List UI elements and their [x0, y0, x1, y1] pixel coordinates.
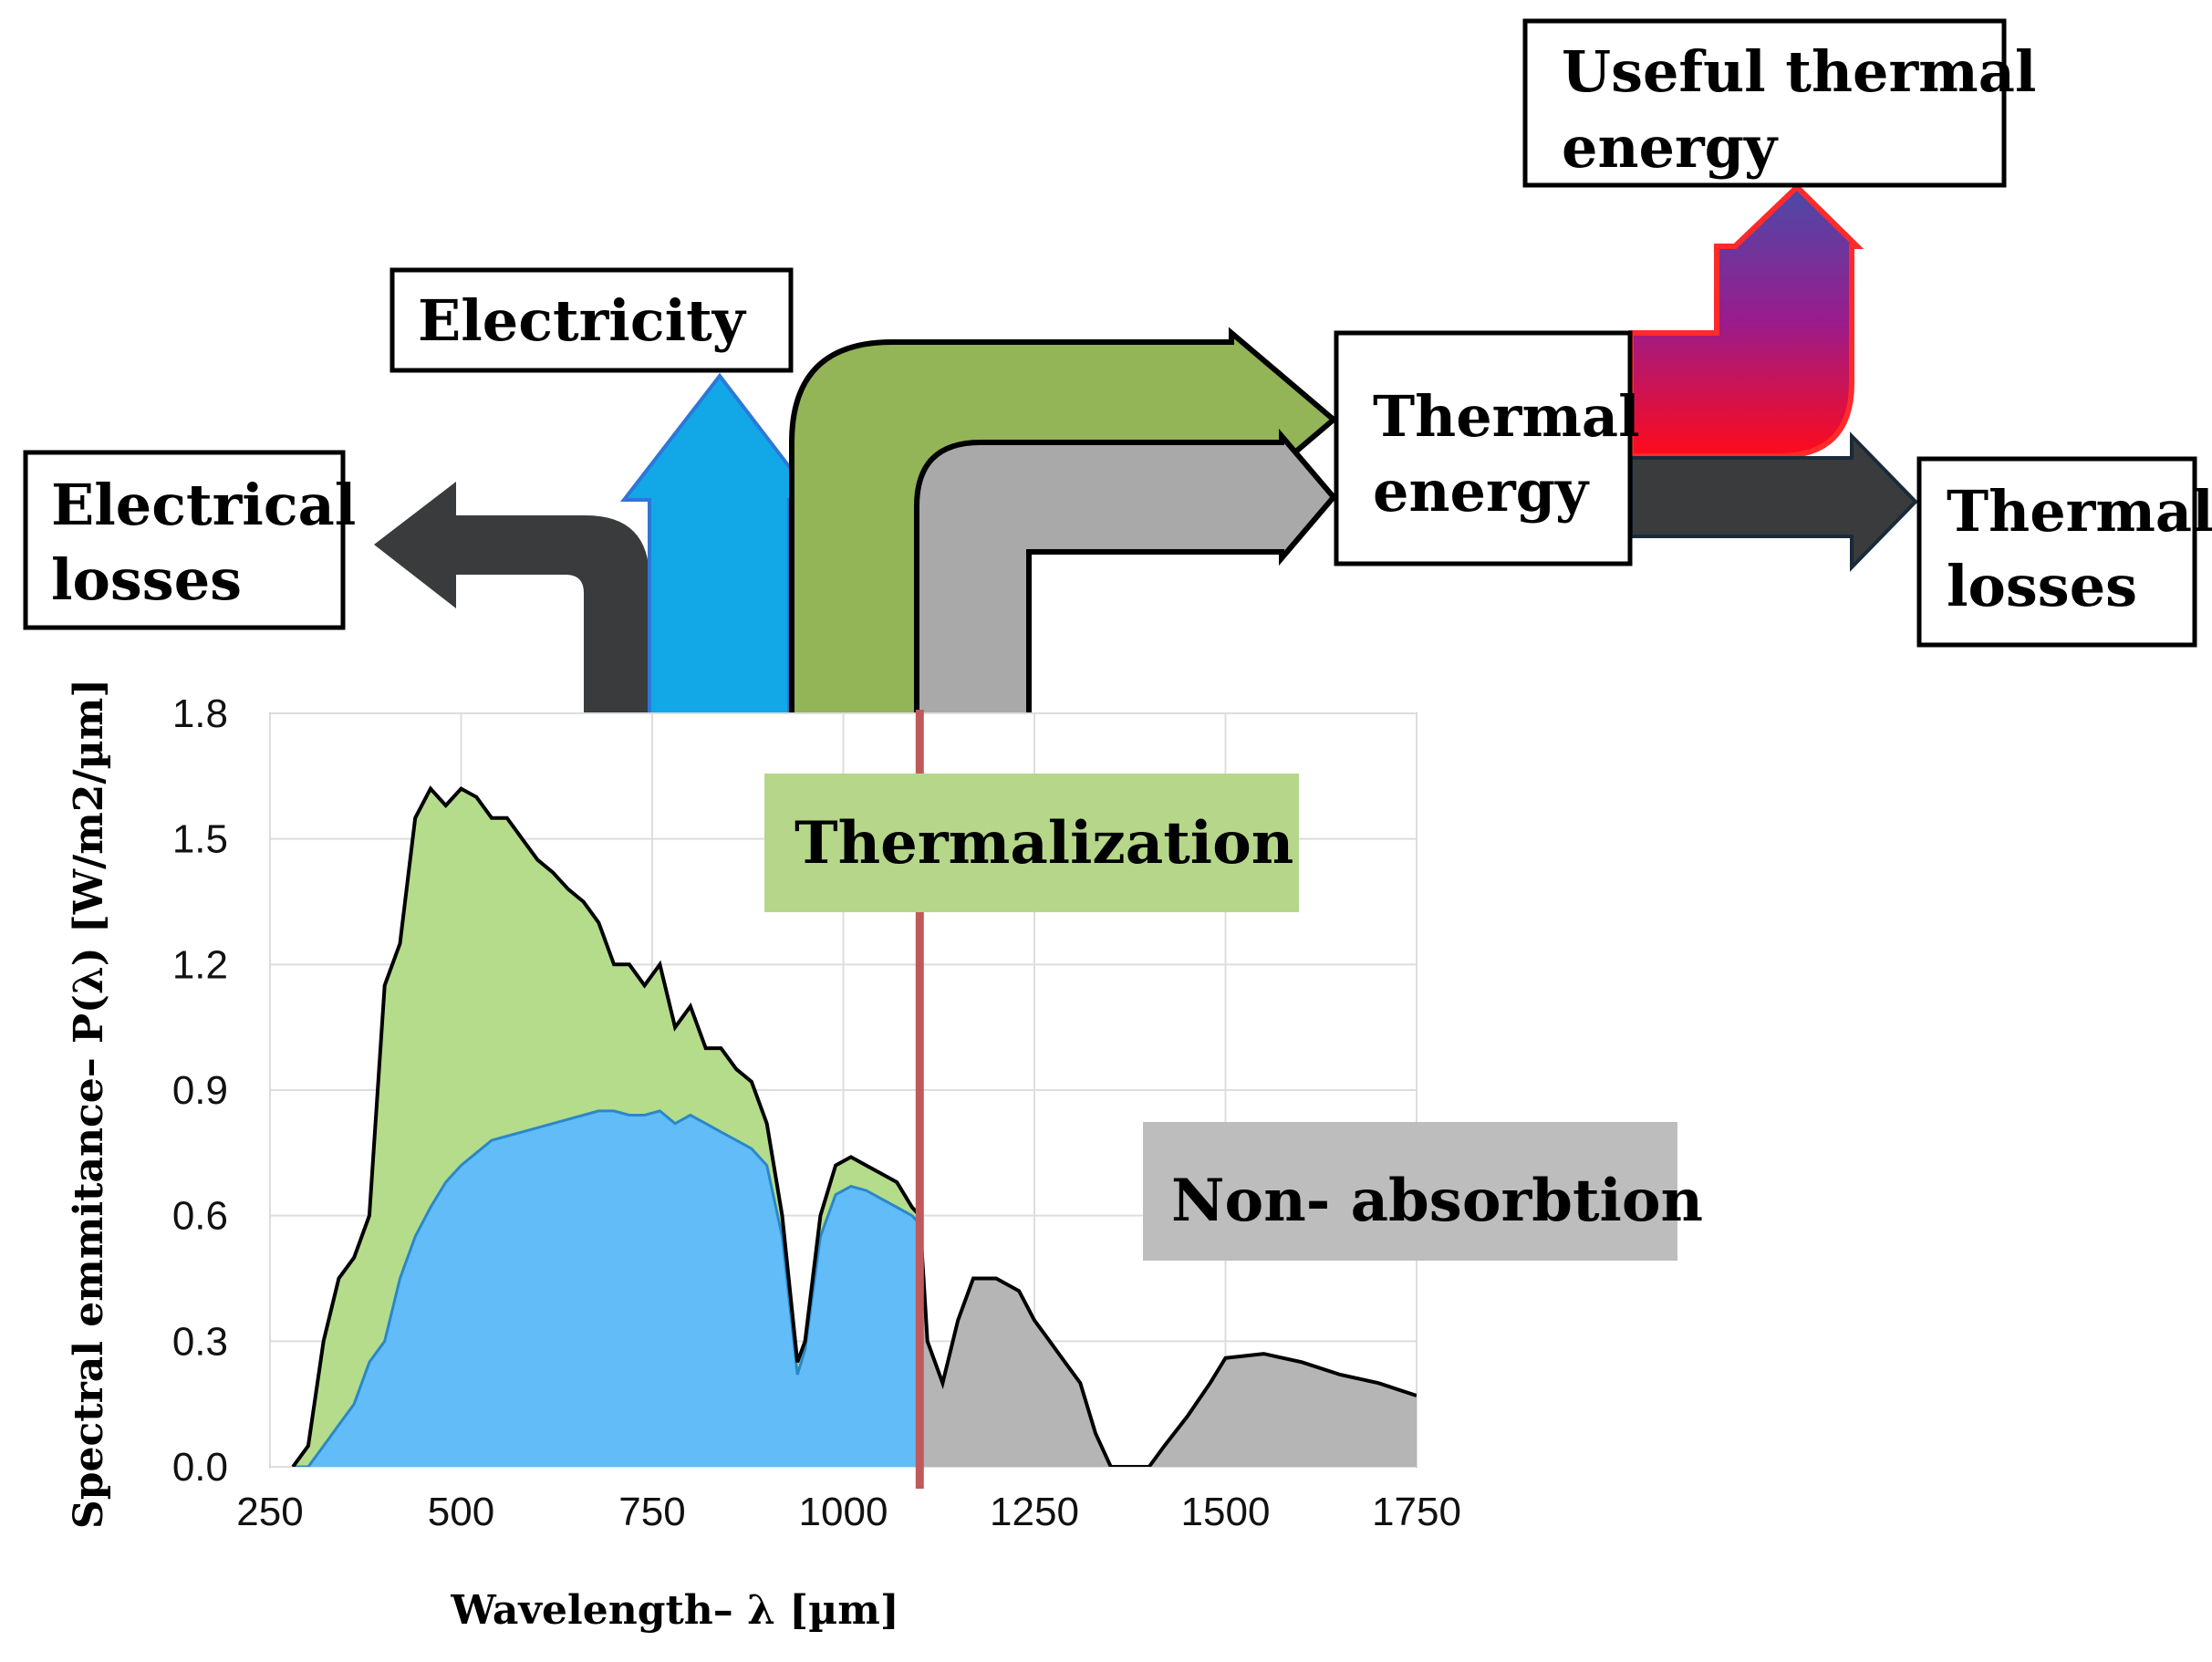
electrical-losses-arrow-shape — [374, 482, 649, 716]
thermal-energy-box: Thermal energy — [1334, 330, 1640, 566]
electricity-label: Electricity — [418, 287, 747, 354]
y-tick-label: 0.6 — [172, 1194, 228, 1239]
x-tick-labels: 250 500 750 1000 1250 1500 1750 — [236, 1490, 1461, 1534]
electrical-losses-box: Electrical losses — [23, 450, 356, 630]
x-axis-label: Wavelength– λ [µm] — [450, 1587, 898, 1634]
y-tick-label: 1.2 — [172, 942, 228, 987]
x-tick-label: 1000 — [799, 1490, 888, 1534]
thermal-losses-line-2: losses — [1947, 553, 2137, 619]
useful-thermal-energy-line-2: energy — [1562, 114, 1779, 181]
electricity-outline — [293, 1109, 921, 1467]
spectrum-outline — [291, 785, 1417, 1467]
useful-thermal-energy-line-1: Useful thermal — [1562, 38, 2036, 105]
thermal-energy-line-1: Thermal — [1373, 383, 1640, 450]
non-absorption-arrow — [914, 428, 1337, 719]
thermal-losses-arrow — [1629, 431, 1918, 572]
y-tick-label: 0.0 — [172, 1445, 228, 1490]
useful-heat-arrow — [1628, 182, 1864, 459]
electricity-box: Electricity — [389, 267, 794, 373]
y-axis-label: Spectral emmitance– P(λ) [W/m2/µm] — [66, 679, 112, 1529]
x-tick-label: 1500 — [1181, 1490, 1271, 1534]
useful-thermal-energy-box: Useful thermal energy — [1522, 18, 2036, 188]
thermalization-label: Thermalization — [794, 809, 1293, 878]
x-tick-label: 500 — [428, 1490, 494, 1534]
y-tick-label: 1.5 — [172, 817, 228, 862]
electricity-arrow — [619, 372, 819, 718]
x-tick-label: 1750 — [1372, 1490, 1461, 1534]
y-tick-label: 1.8 — [172, 691, 228, 736]
y-tick-labels: 0.0 0.3 0.6 0.9 1.2 1.5 1.8 — [172, 691, 228, 1490]
solar-spectrum-chart: 250 500 750 1000 1250 1500 1750 0.0 0.3 0.6 0.9 1.… — [66, 679, 1703, 1634]
electricity-area — [293, 1110, 920, 1467]
thermal-losses-box: Thermal losses — [1916, 456, 2212, 648]
y-tick-label: 0.9 — [172, 1068, 228, 1113]
thermal-energy-line-2: energy — [1373, 458, 1590, 525]
thermal-losses-line-1: Thermal — [1947, 478, 2212, 545]
x-tick-label: 1250 — [990, 1490, 1079, 1534]
non-absorbed-area — [919, 1215, 1417, 1467]
non-absorption-label: Non- absorbtion — [1171, 1167, 1703, 1235]
thermalization-band: Thermalization — [764, 774, 1299, 912]
x-tick-label: 250 — [236, 1490, 303, 1534]
spectrum-areas — [291, 785, 1417, 1467]
non-absorption-band: Non- absorbtion — [1143, 1122, 1703, 1261]
electrical-losses-line-1: Electrical — [51, 472, 356, 538]
x-tick-label: 750 — [618, 1490, 685, 1534]
electrical-losses-line-2: losses — [51, 546, 242, 613]
y-tick-label: 0.3 — [172, 1319, 228, 1364]
